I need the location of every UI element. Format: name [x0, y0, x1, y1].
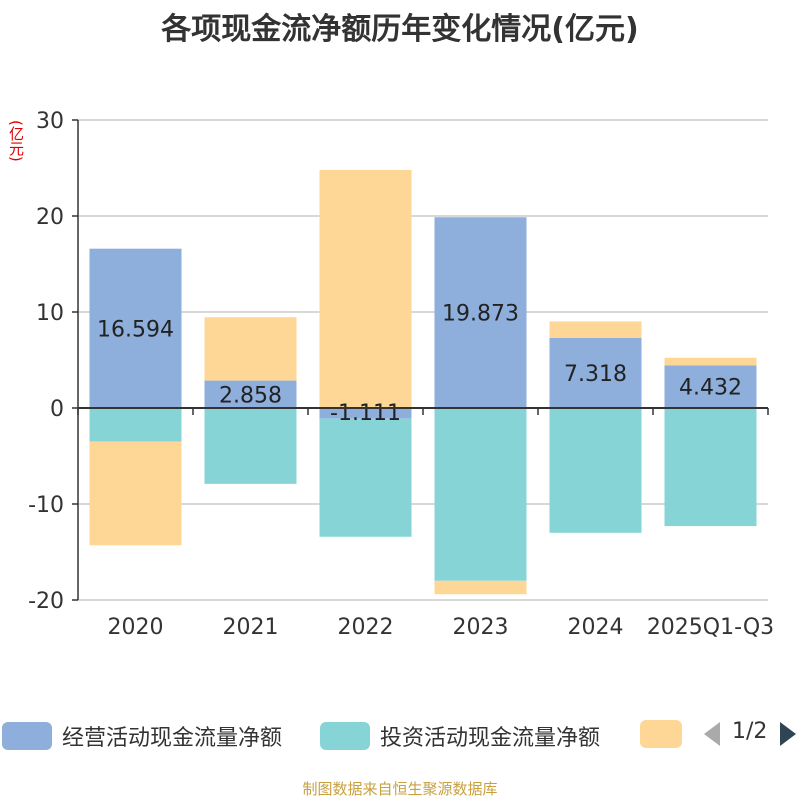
data-source-note: 制图数据来自恒生聚源数据库 [302, 780, 498, 798]
x-tick-label: 2024 [568, 615, 624, 640]
data-label-operating-2025Q1-Q3: 4.432 [679, 376, 742, 401]
bar-investing-2021[interactable] [204, 408, 297, 484]
bar-operating-2022[interactable] [319, 408, 412, 419]
legend-swatch-investing [320, 722, 370, 750]
bar-investing-2023[interactable] [434, 408, 527, 581]
data-label-operating-2021: 2.858 [219, 383, 282, 408]
bar-financing-2025Q1-Q3[interactable] [664, 357, 757, 366]
x-tick-label: 2025Q1-Q3 [647, 615, 774, 640]
x-tick-label: 2020 [108, 615, 164, 640]
bar-operating-2021[interactable] [204, 380, 297, 408]
bar-operating-2023[interactable] [434, 217, 527, 408]
legend-item-financing[interactable] [640, 720, 692, 748]
chart-title: 各项现金流净额历年变化情况(亿元) [161, 12, 639, 47]
y-tick-label: 20 [36, 205, 64, 230]
legend-swatch-financing [640, 720, 682, 748]
legend-prev-page-icon[interactable] [704, 722, 720, 746]
legend-label-investing: 投资活动现金流量净额 [380, 726, 601, 751]
x-tick-label: 2022 [338, 615, 394, 640]
data-label-operating-2020: 16.594 [97, 317, 174, 342]
bar-operating-2020[interactable] [89, 248, 182, 408]
bar-investing-2020[interactable] [89, 408, 182, 442]
y-tick-label: -20 [28, 589, 64, 614]
bar-operating-2024[interactable] [549, 337, 642, 408]
bar-financing-2020[interactable] [89, 441, 182, 546]
data-label-operating-2023: 19.873 [442, 302, 519, 327]
x-tick-label: 2023 [453, 615, 509, 640]
legend-item-operating[interactable]: 经营活动现金流量净额 [2, 720, 282, 752]
y-tick-label: 10 [36, 301, 64, 326]
legend-next-page-icon[interactable] [780, 722, 796, 746]
y-tick-label: 30 [36, 109, 64, 134]
bar-investing-2024[interactable] [549, 408, 642, 533]
legend-label-operating: 经营活动现金流量净额 [62, 726, 283, 751]
legend: 经营活动现金流量净额 投资活动现金流量净额 1/2 [0, 716, 800, 756]
data-label-operating-2024: 7.318 [564, 362, 627, 387]
y-tick-label: 0 [50, 397, 64, 422]
legend-page-indicator: 1/2 [732, 719, 768, 744]
legend-pager: 1/2 [700, 716, 800, 752]
y-tick-label: -10 [28, 493, 64, 518]
bar-investing-2022[interactable] [319, 418, 412, 537]
y-axis-unit-label: (亿元) [7, 120, 25, 162]
bar-financing-2023[interactable] [434, 580, 527, 595]
chart-plot: 16.594 2.858 -1.111 19.873 7.318 4.432 30 20 10… [28, 109, 774, 640]
legend-swatch-operating [2, 722, 52, 750]
bar-financing-2021[interactable] [204, 317, 297, 381]
legend-item-investing[interactable]: 投资活动现金流量净额 [320, 720, 600, 752]
bar-financing-2022[interactable] [319, 169, 412, 408]
x-tick-label: 2021 [223, 615, 279, 640]
bar-investing-2025Q1-Q3[interactable] [664, 408, 757, 527]
data-label-operating-2022: -1.111 [330, 401, 401, 426]
bar-operating-2025Q1-Q3[interactable] [664, 365, 757, 408]
bar-financing-2024[interactable] [549, 321, 642, 338]
